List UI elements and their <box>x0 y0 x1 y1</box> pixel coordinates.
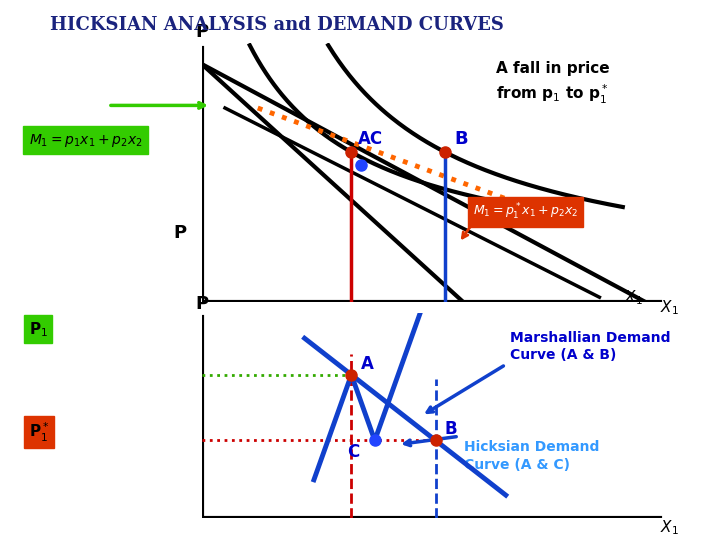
Text: P: P <box>195 295 208 313</box>
Text: Marshallian Demand
Curve (A & B): Marshallian Demand Curve (A & B) <box>510 331 671 362</box>
Text: $X_1$: $X_1$ <box>624 288 643 307</box>
Text: P$_1^*$: P$_1^*$ <box>29 421 49 443</box>
Text: P: P <box>195 23 208 40</box>
Text: P: P <box>174 224 186 241</box>
Text: $X_1$: $X_1$ <box>660 299 679 318</box>
Text: Hicksian Demand
Curve (A & C): Hicksian Demand Curve (A & C) <box>464 441 599 472</box>
Text: A: A <box>361 355 374 373</box>
Text: HICKSIAN ANALYSIS and DEMAND CURVES: HICKSIAN ANALYSIS and DEMAND CURVES <box>50 16 504 34</box>
Text: C: C <box>347 443 359 461</box>
Text: A fall in price
from p$_1$ to p$_1^*$: A fall in price from p$_1$ to p$_1^*$ <box>496 62 609 106</box>
Text: B: B <box>454 130 468 148</box>
Text: $X_1$: $X_1$ <box>660 519 679 537</box>
Text: AC: AC <box>359 130 384 148</box>
Text: $M_1 = p_1^*x_1 + p_2x_2$: $M_1 = p_1^*x_1 + p_2x_2$ <box>473 201 578 222</box>
Text: B: B <box>445 420 458 438</box>
Text: $M_1 = p_1x_1 + p_2x_2$: $M_1 = p_1x_1 + p_2x_2$ <box>29 132 143 149</box>
Text: P$_1$: P$_1$ <box>29 320 48 339</box>
